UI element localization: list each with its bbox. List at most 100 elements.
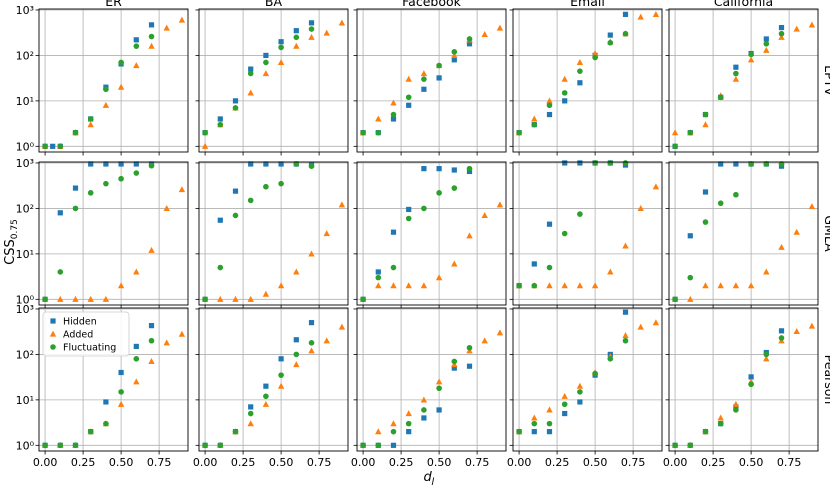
y-tick-label: 10² (16, 49, 34, 62)
data-point (406, 429, 412, 435)
data-point (748, 51, 754, 58)
data-point (57, 442, 64, 449)
data-point (466, 41, 473, 47)
panel-frame (512, 307, 663, 452)
data-point (148, 246, 155, 253)
data-point (421, 407, 427, 413)
data-point (778, 24, 785, 31)
data-point (607, 160, 614, 166)
y-tick-label: 10⁰ (16, 293, 35, 306)
data-point (117, 282, 125, 289)
data-point (50, 143, 56, 149)
data-point (390, 442, 397, 448)
data-point (247, 410, 254, 417)
data-point (451, 260, 458, 267)
x-tick-label: 0.75 (777, 456, 802, 469)
data-point (562, 98, 568, 104)
data-point (277, 59, 285, 66)
data-point (577, 68, 583, 74)
data-point (338, 201, 346, 208)
data-point (406, 206, 412, 213)
legend: Hidden Added Fluctuating (42, 311, 130, 357)
data-point (201, 142, 209, 149)
data-point (748, 374, 754, 380)
data-point (103, 180, 109, 187)
data-point (561, 75, 568, 82)
data-point (405, 410, 412, 417)
panel: 0.00 0.25 0.50 0.75 (351, 307, 507, 469)
data-point (622, 160, 629, 166)
data-point (278, 180, 284, 187)
data-point (338, 323, 346, 330)
data-point (163, 339, 170, 346)
data-point (451, 365, 457, 371)
column-title: BA (265, 0, 283, 9)
data-point (293, 337, 299, 343)
panel: 0.00 0.25 0.50 0.75 Pearson (663, 307, 830, 469)
data-point (577, 160, 583, 166)
data-point (808, 21, 816, 28)
panels-layer: 10⁰ 10¹ 10² 10³ ER BA Facebook Email California L… (16, 0, 830, 469)
data-point (178, 16, 186, 23)
data-point (163, 24, 170, 31)
x-tick-label: 0.00 (193, 456, 218, 469)
data-point (622, 337, 629, 344)
data-point (702, 189, 709, 195)
data-point (390, 111, 397, 118)
panel (509, 160, 663, 309)
data-point (577, 80, 583, 86)
data-point (763, 36, 769, 42)
column-title: Email (570, 0, 605, 9)
data-point (592, 370, 598, 377)
data-point (717, 414, 724, 421)
data-point (263, 393, 269, 400)
data-point (687, 129, 694, 136)
data-point (652, 183, 660, 190)
data-point (308, 320, 315, 326)
data-point (531, 414, 538, 421)
data-point (103, 86, 109, 93)
row-title: GMLA (822, 215, 830, 252)
panel-frame (38, 307, 189, 452)
data-point (103, 161, 109, 167)
data-point (308, 347, 315, 354)
data-point (308, 20, 315, 26)
panel (353, 161, 507, 309)
x-tick-label: 0.50 (269, 456, 294, 469)
data-point (247, 295, 254, 302)
row-title: LPTV (822, 65, 830, 96)
data-point (278, 44, 284, 51)
data-point (778, 161, 785, 167)
panel-frame (198, 307, 349, 452)
data-point (576, 382, 584, 389)
data-point (263, 383, 269, 389)
data-point (763, 268, 770, 275)
data-point (42, 296, 48, 303)
panel: 10⁰ 10¹ 10² 10³ ER (16, 0, 189, 156)
data-point (263, 59, 269, 66)
data-point (390, 116, 397, 122)
data-point (577, 389, 583, 395)
data-point (436, 75, 442, 81)
data-point (217, 116, 223, 122)
y-tick-label: 10¹ (16, 394, 34, 407)
data-point (405, 215, 412, 222)
data-point (247, 420, 254, 427)
data-point (278, 39, 284, 45)
data-point (747, 282, 755, 289)
data-point (72, 442, 79, 449)
data-point (717, 94, 724, 101)
data-point (248, 404, 254, 410)
data-point (57, 295, 64, 302)
row-title: Pearson (822, 355, 830, 405)
data-point (778, 30, 785, 37)
data-point (717, 282, 724, 289)
data-point (405, 282, 412, 289)
panel: Email (509, 0, 663, 156)
data-point (732, 75, 740, 82)
data-point (637, 323, 644, 330)
data-point (702, 282, 709, 289)
column-title: ER (105, 0, 122, 9)
data-point (57, 143, 64, 150)
data-point (732, 400, 740, 407)
